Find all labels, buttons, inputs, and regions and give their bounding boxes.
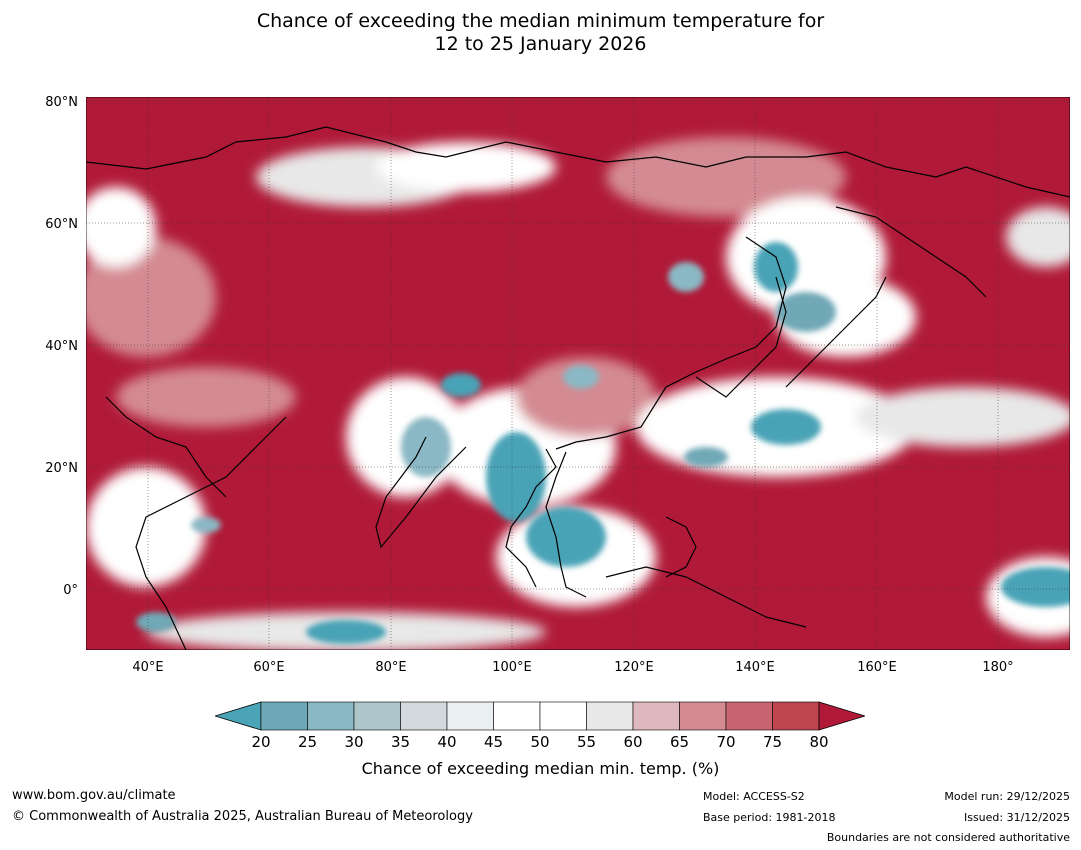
legend-swatch	[307, 701, 355, 731]
legend-colorbar	[215, 701, 865, 731]
legend-swatch	[353, 701, 401, 731]
probability-field-low	[136, 242, 1070, 644]
graticule	[86, 97, 1070, 650]
legend-tick-label: 20	[251, 733, 271, 751]
legend-tick-label: 75	[762, 733, 783, 751]
legend-tick-label: 80	[809, 733, 829, 751]
legend-swatch	[446, 701, 494, 731]
lon-label-140e: 140°E	[735, 660, 775, 675]
legend-tick-label: 30	[344, 733, 364, 751]
footer-model-run: Model run: 29/12/2025	[944, 790, 1070, 803]
coastlines	[86, 126, 1070, 650]
legend-swatch	[586, 701, 634, 731]
title-line-2: 12 to 25 January 2026	[434, 33, 647, 55]
legend-swatch	[772, 701, 820, 731]
lon-label-120e: 120°E	[614, 660, 654, 675]
lon-label-100e: 100°E	[492, 660, 532, 675]
legend-swatch	[260, 701, 308, 731]
legend-tick-label: 50	[530, 733, 550, 751]
legend-tick-label: 40	[437, 733, 457, 751]
lon-label-160e: 160°E	[857, 660, 897, 675]
legend-swatch	[539, 701, 587, 731]
legend-tick-label: 55	[576, 733, 597, 751]
lat-label-40n: 40°N	[45, 339, 78, 354]
legend-swatch	[493, 701, 541, 731]
footer-disclaimer: Boundaries are not considered authoritat…	[826, 831, 1070, 844]
footer-base-period: Base period: 1981-2018	[703, 811, 836, 824]
legend-tick-label: 45	[483, 733, 504, 751]
legend-title: Chance of exceeding median min. temp. (%…	[361, 759, 720, 778]
legend-extend-low	[215, 701, 262, 731]
lon-label-180: 180°	[982, 660, 1014, 675]
legend-swatch	[632, 701, 680, 731]
footer-copyright: © Commonwealth of Australia 2025, Austra…	[12, 809, 473, 824]
lat-label-60n: 60°N	[45, 217, 78, 232]
lon-label-80e: 80°E	[375, 660, 407, 675]
legend-swatch	[725, 701, 773, 731]
legend-tick-label: 70	[716, 733, 736, 751]
map-title: Chance of exceeding the median minimum t…	[0, 10, 1081, 56]
probability-map	[86, 97, 1070, 650]
footer-issued: Issued: 31/12/2025	[963, 811, 1070, 824]
legend-swatch	[400, 701, 448, 731]
footer-model: Model: ACCESS-S2	[703, 790, 805, 803]
footer-url[interactable]: www.bom.gov.au/climate	[12, 788, 176, 803]
legend-tick-label: 25	[297, 733, 318, 751]
lat-label-0: 0°	[63, 583, 78, 598]
lon-label-40e: 40°E	[132, 660, 164, 675]
legend-tick-label: 60	[623, 733, 643, 751]
legend-extend-high	[818, 701, 865, 731]
legend-tick-label: 35	[390, 733, 411, 751]
lat-label-80n: 80°N	[45, 95, 78, 110]
legend-swatch	[679, 701, 727, 731]
lat-label-20n: 20°N	[45, 461, 78, 476]
title-line-1: Chance of exceeding the median minimum t…	[256, 10, 825, 32]
legend-tick-label: 65	[669, 733, 690, 751]
lon-label-60e: 60°E	[253, 660, 285, 675]
